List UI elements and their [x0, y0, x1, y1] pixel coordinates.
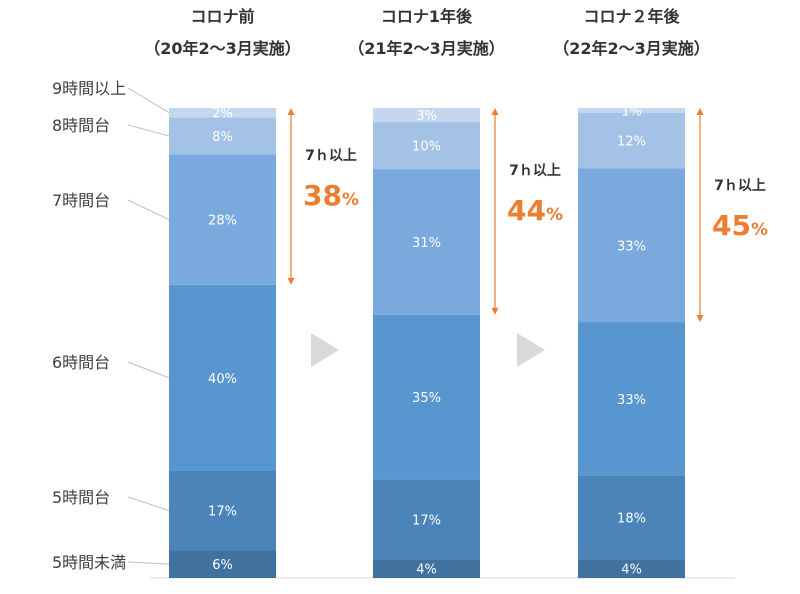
data-label: 6% [212, 558, 233, 573]
annotation-value: 44% [507, 194, 563, 227]
bar-segment [169, 470, 276, 551]
data-label: 33% [617, 393, 646, 408]
data-label: 31% [412, 236, 441, 251]
bar-segment [169, 154, 276, 285]
data-label: 33% [617, 239, 646, 254]
bar-segment [169, 284, 276, 471]
series-label: 9時間以上 [52, 79, 126, 98]
series-label: 8時間台 [52, 116, 110, 135]
category-subtitle: （21年2～3月実施） [348, 39, 505, 58]
leader-line [127, 496, 170, 511]
progression-arrow-icon [311, 333, 339, 367]
data-label: 10% [412, 140, 441, 155]
range-arrow-head [491, 307, 499, 315]
annotation-value: 45% [712, 209, 768, 242]
bar-segment [578, 108, 685, 113]
annotation-value: 38% [303, 179, 359, 212]
bar-segment [169, 108, 276, 118]
annotation-unit: % [342, 190, 359, 210]
bar-segment [578, 322, 685, 476]
data-label: 17% [412, 513, 441, 528]
leader-line [127, 87, 170, 114]
bar-segment [373, 122, 480, 170]
bar-segment [578, 559, 685, 578]
bar-segment [373, 169, 480, 315]
data-label: 35% [412, 391, 441, 406]
bar-segment [578, 112, 685, 169]
range-arrow-head [287, 108, 295, 115]
data-label: 40% [208, 372, 237, 387]
data-label: 3% [416, 109, 437, 124]
data-label: 4% [621, 563, 642, 578]
leader-line [127, 124, 170, 137]
leader-line [127, 361, 170, 379]
range-arrow-head [491, 108, 499, 115]
series-label: 6時間台 [52, 353, 110, 372]
annotation-label: 7ｈ以上 [714, 178, 766, 194]
data-label: 12% [617, 135, 646, 150]
data-label: 2% [212, 107, 233, 122]
range-arrow-head [287, 277, 295, 285]
bar-segment [578, 475, 685, 560]
leader-line [127, 199, 170, 221]
progression-arrow-icon [517, 333, 545, 367]
annotation-unit: % [751, 220, 768, 240]
category-subtitle: （22年2～3月実施） [553, 39, 710, 58]
annotation-label: 7ｈ以上 [509, 163, 561, 179]
data-label: 8% [212, 130, 233, 145]
data-label: 4% [416, 563, 437, 578]
series-label: 5時間台 [52, 488, 110, 507]
data-label: 1% [621, 104, 642, 119]
category-title: コロナ前 [190, 7, 254, 26]
bar-segment [169, 117, 276, 155]
bar-segment [373, 479, 480, 560]
category-title: コロナ２年後 [583, 7, 680, 26]
data-label: 17% [208, 505, 237, 520]
range-arrow-head [696, 315, 704, 323]
category-title: コロナ1年後 [381, 7, 473, 26]
bar-segment [373, 314, 480, 480]
series-label: 5時間未満 [52, 553, 126, 572]
series-label: 7時間台 [52, 191, 110, 210]
bar-segment [169, 550, 276, 578]
annotation-unit: % [546, 205, 563, 225]
data-label: 18% [617, 512, 646, 527]
category-subtitle: （20年2～3月実施） [144, 39, 301, 58]
data-label: 28% [208, 214, 237, 229]
range-arrow-head [696, 108, 704, 115]
bar-segment [373, 108, 480, 123]
leader-line [127, 561, 170, 565]
bar-segment [578, 168, 685, 323]
bar-segment [373, 559, 480, 578]
annotation-label: 7ｈ以上 [305, 148, 357, 164]
